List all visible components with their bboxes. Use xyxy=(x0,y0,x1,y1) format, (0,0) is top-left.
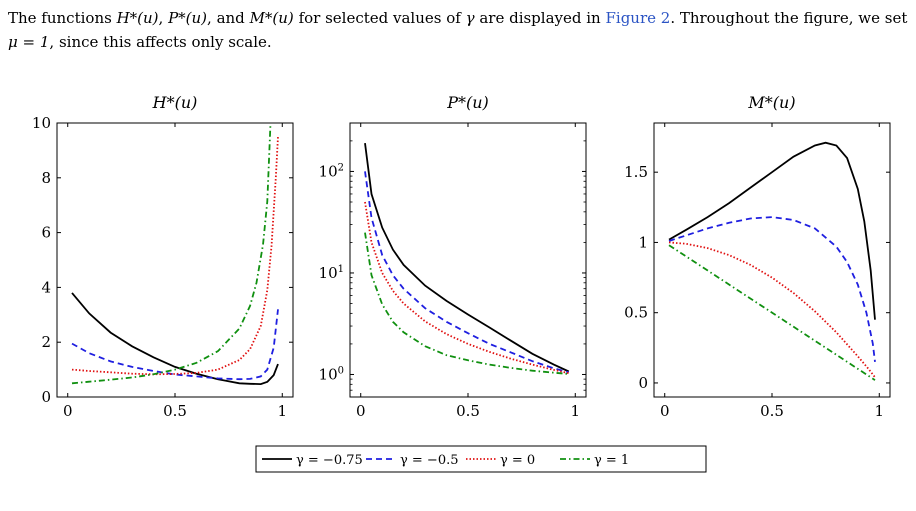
y-tick-label-m-0: 0 xyxy=(638,374,648,392)
y-tick-label-p-0: 100 xyxy=(319,365,344,383)
figure-2: γ = −0.75 γ = −0.5 γ = 0 γ = 1 H*(u) 0 0.5… xyxy=(32,93,891,473)
y-tick-label-h-2: 4 xyxy=(41,278,51,296)
m-symbol: M*(u) xyxy=(249,9,294,27)
x-tick-label-h-0: 0 xyxy=(63,402,73,420)
mu-equation: μ = 1 xyxy=(8,33,50,51)
legend-label-gamma-neg075: γ = −0.75 xyxy=(296,453,363,468)
y-tick-label-h-0: 0 xyxy=(41,388,51,406)
series-line-p-gamma-neg075 xyxy=(364,142,570,373)
series-line-m-gamma-1 xyxy=(668,244,876,381)
x-tick-label-p-0: 0 xyxy=(356,402,366,420)
x-tick-label-m-0: 0 xyxy=(660,402,670,420)
x-tick-label-h-2: 1 xyxy=(277,402,287,420)
y-tick-label-p-1: 101 xyxy=(319,264,344,282)
series-line-h-gamma-neg05 xyxy=(71,309,279,381)
plot-title-m: M*(u) xyxy=(747,93,795,112)
x-tick-label-m-2: 1 xyxy=(874,402,884,420)
series-line-h-gamma-1 xyxy=(71,123,272,385)
y-tick-label-h-4: 8 xyxy=(41,169,51,187)
series-line-h-gamma-neg075 xyxy=(71,292,279,386)
series-group-p xyxy=(364,142,570,375)
series-line-p-gamma-neg05 xyxy=(364,171,570,374)
y-tick-label-h-5: 10 xyxy=(32,114,51,132)
plot-frame-m xyxy=(653,122,891,398)
h-symbol: H*(u) xyxy=(116,9,159,27)
x-tick-label-h-1: 0.5 xyxy=(163,402,187,420)
p-symbol: P*(u) xyxy=(168,9,208,27)
y-tick-label-m-3: 1.5 xyxy=(624,163,648,181)
x-tick-label-m-1: 0.5 xyxy=(760,402,784,420)
plot-title-p: P*(u) xyxy=(446,93,489,112)
series-group-m xyxy=(668,141,876,381)
plot-p: P*(u) 0 0.5 1 100 101 102 xyxy=(319,93,587,420)
intro-paragraph: The functions H*(u), P*(u), and M*(u) fo… xyxy=(8,9,908,51)
series-line-m-gamma-neg075 xyxy=(668,141,876,320)
series-line-h-gamma-0 xyxy=(71,136,279,376)
plot-title-h: H*(u) xyxy=(152,93,198,112)
legend-label-gamma-0: γ = 0 xyxy=(500,453,535,468)
gamma-symbol: γ xyxy=(465,9,475,27)
x-tick-label-p-2: 1 xyxy=(570,402,580,420)
y-tick-label-m-1: 0.5 xyxy=(624,304,648,322)
y-tick-label-h-1: 2 xyxy=(41,333,51,351)
legend-label-gamma-1: γ = 1 xyxy=(594,453,629,468)
y-tick-label-h-3: 6 xyxy=(41,224,51,242)
series-line-m-gamma-neg05 xyxy=(668,216,876,363)
legend: γ = −0.75 γ = −0.5 γ = 0 γ = 1 xyxy=(255,445,707,473)
figure-link[interactable]: Figure 2 xyxy=(605,9,671,27)
y-tick-label-m-2: 1 xyxy=(638,233,648,251)
plot-frame-h xyxy=(56,122,294,398)
legend-label-gamma-neg05: γ = −0.5 xyxy=(400,453,459,468)
y-tick-label-p-2: 102 xyxy=(319,162,344,180)
series-group-h xyxy=(71,123,279,386)
x-tick-label-p-1: 0.5 xyxy=(456,402,480,420)
series-line-p-gamma-1 xyxy=(364,232,569,375)
series-line-m-gamma-0 xyxy=(668,241,876,378)
series-line-p-gamma-0 xyxy=(364,201,569,375)
plot-m: M*(u) 0 0.5 1 0 0.5 1 1.5 xyxy=(624,93,891,420)
